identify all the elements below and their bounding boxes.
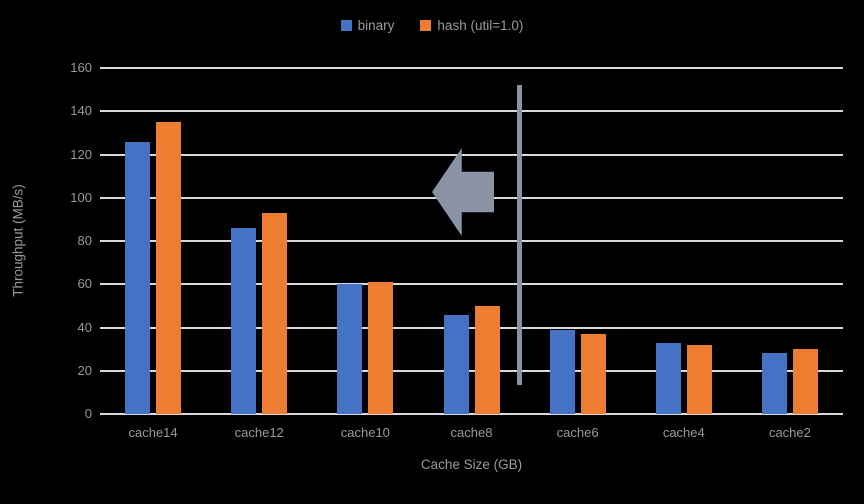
gridline-y160 <box>100 67 843 69</box>
y-tick-label: 120 <box>70 146 92 162</box>
legend-label: binary <box>357 18 395 33</box>
y-tick-label: 0 <box>84 406 92 421</box>
x-tick-label-cache8: cache8 <box>450 425 493 440</box>
x-tick-label-cache4: cache4 <box>662 425 705 440</box>
y-tick-label: 40 <box>77 319 92 335</box>
gridline-y120 <box>100 153 843 156</box>
legend-label: hash (util=1.0) <box>437 18 524 33</box>
gridline-y60 <box>100 283 843 286</box>
y-axis-title: Throughput (MB/s) <box>10 184 26 297</box>
legend: binary hash (util=1.0) <box>0 18 864 33</box>
y-tick-label: 100 <box>70 189 92 205</box>
bar-hash-util-1-0--cache6 <box>580 334 606 414</box>
plot-area <box>100 67 843 415</box>
bar-binary-cache14 <box>125 141 151 414</box>
gridline-y140 <box>100 110 843 113</box>
x-axis-line <box>100 413 843 415</box>
x-tick-label-cache12: cache12 <box>234 425 284 440</box>
bar-binary-cache8 <box>443 314 469 414</box>
x-tick-label-cache10: cache10 <box>340 425 390 440</box>
bar-hash-util-1-0--cache8 <box>474 305 500 414</box>
legend-item-binary: binary <box>340 18 395 33</box>
bar-hash-util-1-0--cache2 <box>792 349 818 414</box>
legend-swatch-icon <box>420 20 432 31</box>
y-tick-label: 140 <box>70 103 92 119</box>
bar-hash-util-1-0--cache14 <box>156 122 182 414</box>
bar-binary-cache10 <box>337 284 363 414</box>
bar-binary-cache4 <box>655 342 681 414</box>
x-tick-label-cache6: cache6 <box>556 425 599 440</box>
gridline-y20 <box>100 369 843 372</box>
y-tick-label: 60 <box>77 276 92 292</box>
x-tick-label-cache2: cache2 <box>768 425 811 440</box>
legend-item-hash-util-1-0-: hash (util=1.0) <box>420 18 523 33</box>
gridline-y80 <box>100 240 843 242</box>
x-axis-title: Cache Size (GB) <box>420 457 523 472</box>
gridline-y40 <box>100 326 843 329</box>
bar-hash-util-1-0--cache12 <box>262 212 288 414</box>
y-tick-label: 80 <box>77 233 92 248</box>
y-tick-label: 160 <box>70 60 92 75</box>
x-tick-label-cache14: cache14 <box>128 425 178 440</box>
y-tick-label: 20 <box>77 362 92 378</box>
bar-hash-util-1-0--cache10 <box>368 282 394 414</box>
legend-swatch-icon <box>340 20 352 31</box>
bar-binary-cache2 <box>761 353 787 414</box>
bar-hash-util-1-0--cache4 <box>686 344 712 414</box>
bar-binary-cache6 <box>549 329 575 414</box>
bar-binary-cache12 <box>231 228 257 414</box>
vertical-line-annotation <box>517 85 522 385</box>
